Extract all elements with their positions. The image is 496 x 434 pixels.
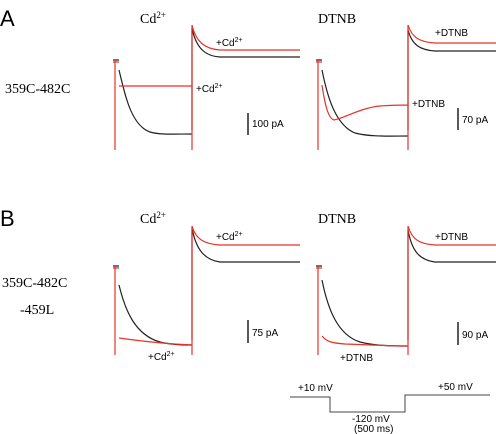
trace-treated: [316, 24, 496, 150]
scale-label: 70 pA: [462, 115, 488, 126]
trace-treated: [113, 225, 300, 355]
trace-label: +Cd2+: [216, 37, 243, 49]
protocol-label: -120 mV: [352, 414, 390, 425]
protocol-label: (500 ms): [354, 424, 393, 434]
scale-label: 75 pA: [252, 328, 278, 339]
protocol-label: +50 mV: [438, 382, 473, 393]
panel-letter: B: [0, 206, 15, 231]
construct-label: -459L: [20, 303, 54, 318]
construct-label: 359C-482C: [2, 276, 67, 291]
condition-title: DTNB: [318, 212, 356, 227]
trace-control: [316, 229, 496, 347]
trace-label: +Cd2+: [148, 351, 175, 363]
protocol-line: [290, 394, 490, 413]
voltage-protocol: +10 mV -120 mV (500 ms) +50 mV: [290, 382, 490, 434]
trace-label: +DTNB: [340, 353, 373, 364]
protocol-label: +10 mV: [298, 383, 333, 394]
condition-title: Cd2+: [140, 10, 166, 27]
scale-label: 100 pA: [252, 119, 284, 130]
trace-label: +Cd2+: [196, 83, 223, 95]
condition-title: DTNB: [318, 12, 356, 27]
trace-label: +DTNB: [435, 232, 468, 243]
panel-letter: A: [0, 6, 15, 31]
panel-b: B 359C-482C -459L Cd2+ DTNB 75 pA +Cd2+ …: [0, 206, 496, 364]
trace-treated: [113, 24, 300, 150]
construct-label: 359C-482C: [5, 82, 70, 97]
scale-label: 90 pA: [462, 330, 488, 341]
panel-a: A 359C-482C Cd2+ DTNB 100 pA +Cd2+ +Cd2+…: [0, 6, 496, 150]
trace-label: +DTNB: [412, 99, 445, 110]
condition-title: Cd2+: [140, 210, 166, 227]
trace-label: +Cd2+: [216, 231, 243, 243]
trace-treated: [316, 225, 496, 355]
trace-label: +DTNB: [435, 28, 468, 39]
